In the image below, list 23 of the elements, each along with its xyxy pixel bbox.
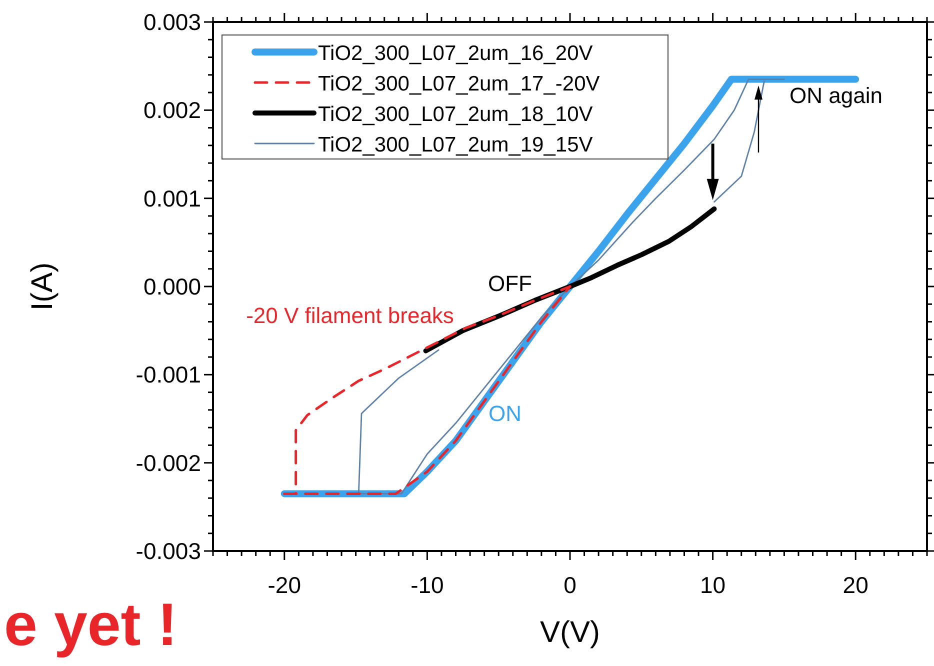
x-tick-label: 0 (564, 572, 576, 598)
y-tick-label: 0.000 (143, 274, 201, 300)
y-tick-label: -0.002 (136, 450, 201, 476)
y-tick-label: 0.003 (143, 9, 201, 35)
y-tick-label: -0.003 (136, 538, 201, 564)
x-tick-label: 20 (842, 572, 868, 598)
annotation: OFF (488, 271, 532, 296)
x-tick-label: -20 (268, 572, 302, 598)
y-tick-label: 0.002 (143, 97, 201, 124)
y-tick-label: -0.001 (136, 362, 201, 388)
x-tick-label: 10 (700, 572, 726, 598)
text: e yet ! (4, 591, 178, 658)
annotation: ON again (790, 83, 882, 108)
legend-label: TiO2_300_L07_2um_17_-20V (318, 72, 600, 96)
legend-label: TiO2_300_L07_2um_18_10V (318, 103, 593, 126)
x-tick-label: -10 (410, 572, 444, 598)
x-axis-title: V(V) (540, 616, 600, 649)
y-axis-title: I(A) (26, 262, 59, 311)
annotation: -20 V filament breaks (246, 303, 454, 328)
legend-label: TiO2_300_L07_2um_16_20V (318, 42, 593, 65)
y-tick-label: 0.001 (143, 185, 201, 212)
annotation: ON (488, 401, 522, 426)
legend-label: TiO2_300_L07_2um_19_15V (318, 134, 593, 156)
